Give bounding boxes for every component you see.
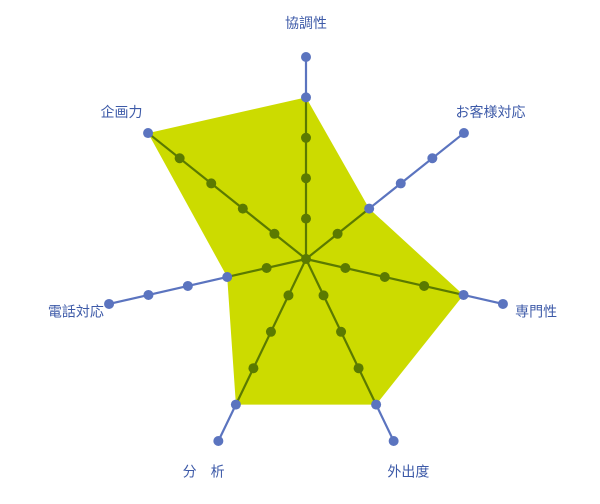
data-point (332, 228, 343, 239)
data-point (336, 326, 347, 337)
data-point (248, 363, 259, 374)
data-point (340, 262, 351, 273)
data-point (301, 213, 311, 224)
axis-label: お客様対応 (456, 104, 526, 121)
data-point (143, 289, 154, 300)
data-point (230, 399, 241, 410)
data-point (458, 289, 469, 300)
data-point (206, 178, 217, 189)
data-point (143, 128, 154, 139)
data-point (213, 435, 224, 446)
axis-inner-line (147, 132, 307, 260)
data-point (353, 363, 364, 374)
data-point (283, 290, 294, 301)
data-point (104, 298, 115, 309)
center-point (301, 254, 311, 264)
axis-label: 電話対応 (48, 304, 104, 321)
data-point (497, 298, 508, 309)
axis-label: 分 析 (183, 465, 225, 481)
data-point (301, 92, 311, 103)
data-point (458, 128, 469, 139)
data-point (364, 203, 375, 214)
axis-label: 企画力 (100, 104, 142, 121)
data-point (182, 280, 193, 291)
data-point (301, 132, 311, 143)
data-point (419, 280, 430, 291)
data-point (237, 203, 248, 214)
data-point (261, 262, 272, 273)
data-point (265, 326, 276, 337)
data-point (395, 178, 406, 189)
data-point (222, 271, 233, 282)
data-point (371, 399, 382, 410)
data-point (269, 228, 280, 239)
data-point (301, 173, 311, 184)
data-point (174, 153, 185, 164)
data-point (301, 52, 311, 62)
axis-label: 外出度 (387, 465, 429, 481)
data-point (379, 271, 390, 282)
data-point (318, 290, 329, 301)
data-point (427, 153, 438, 164)
axis-label: 専門性 (515, 305, 557, 321)
data-point (388, 435, 399, 446)
axis-label: 協調性 (285, 16, 327, 32)
